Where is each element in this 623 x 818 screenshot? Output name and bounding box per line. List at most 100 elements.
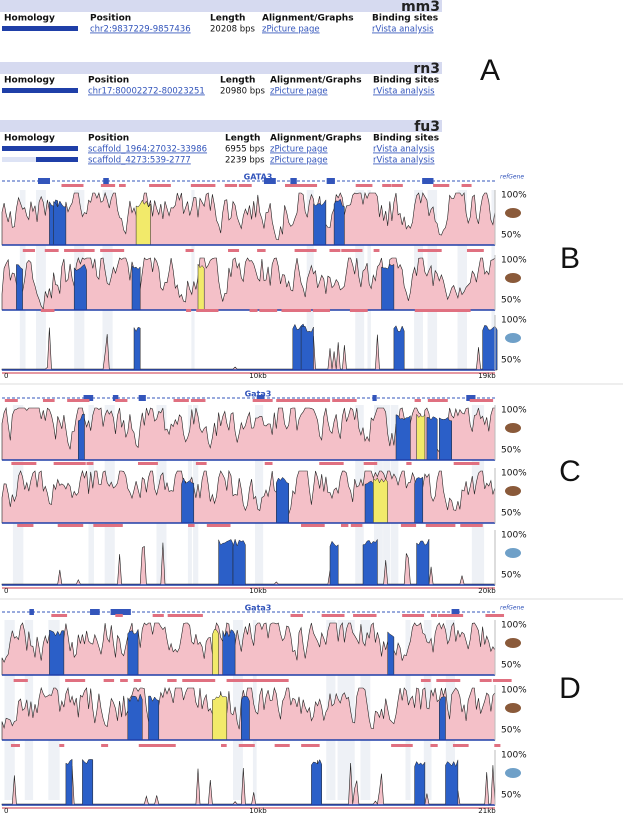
column-header: Homology <box>4 134 55 144</box>
exon-peak <box>212 693 228 741</box>
panel-label: D <box>559 672 581 705</box>
conserved-bar <box>341 249 363 252</box>
conserved-bar <box>167 679 177 682</box>
conserved-bar <box>173 399 189 402</box>
percent-label: 50% <box>501 231 521 241</box>
link[interactable]: zPicture page <box>262 25 320 35</box>
exon-peak <box>148 695 160 741</box>
conserved-bar <box>312 309 330 312</box>
conserved-bar <box>11 462 37 465</box>
exon-peak <box>131 265 141 311</box>
conserved-bar <box>281 309 305 312</box>
link[interactable]: chr17:80002272-80023251 <box>88 87 205 97</box>
conserved-bar <box>93 524 110 527</box>
conserved-bar <box>100 249 125 252</box>
conserved-bar <box>53 462 69 465</box>
conserved-bar <box>461 744 469 747</box>
conserved-bar <box>42 399 55 402</box>
exon-peak <box>181 477 195 524</box>
axis-label: 19kb <box>478 372 496 380</box>
link[interactable]: zPicture page <box>270 145 328 155</box>
stripe <box>191 190 195 370</box>
genome-bar <box>0 62 442 74</box>
link[interactable]: chr2:9837229-9857436 <box>90 25 191 35</box>
conserved-bar <box>454 679 461 682</box>
conserved-bar <box>417 614 424 617</box>
length: 2239 bps <box>225 156 265 166</box>
conserved-bar <box>365 614 374 617</box>
conserved-bar <box>72 249 80 252</box>
exon-peak <box>395 414 411 461</box>
exon <box>422 178 434 184</box>
column-header: Binding sites <box>372 14 438 24</box>
conserved-bar <box>59 744 65 747</box>
conserved-bar <box>436 679 455 682</box>
link[interactable]: rVista analysis <box>373 156 435 166</box>
conserved-bar <box>100 184 116 187</box>
exon-peak <box>393 325 405 371</box>
conserved-bar <box>492 679 512 682</box>
link[interactable]: zPicture page <box>270 87 328 97</box>
exon-peak <box>439 417 452 461</box>
conserved-bar <box>149 184 171 187</box>
conserved-bar <box>469 399 494 402</box>
panel-label: B <box>560 242 580 275</box>
length: 20980 bps <box>220 87 266 97</box>
exon-peak <box>135 199 151 246</box>
exon-peak <box>387 631 395 676</box>
exon-peak <box>49 629 65 676</box>
species-icon <box>505 208 521 218</box>
link[interactable]: rVista analysis <box>373 145 435 155</box>
stripe <box>367 190 371 370</box>
species-icon <box>505 273 521 283</box>
conserved-bar <box>119 184 126 187</box>
axis-label: 0 <box>4 807 8 815</box>
track-label: refGene <box>500 174 524 181</box>
link[interactable]: zPicture page <box>270 156 328 166</box>
conserved-bar <box>186 309 192 312</box>
conserved-bar <box>430 524 456 527</box>
conserved-bar <box>414 309 433 312</box>
link[interactable]: rVista analysis <box>372 25 434 35</box>
exon-peak <box>241 696 250 741</box>
length: 6955 bps <box>225 145 265 155</box>
link[interactable]: scaffold_4273:539-2777 <box>88 156 191 166</box>
exon-peak <box>127 693 143 741</box>
conserved-bar <box>264 679 289 682</box>
exon-peak <box>133 326 141 371</box>
column-header: Alignment/Graphs <box>270 134 362 144</box>
conserved-bar <box>332 399 350 402</box>
axis-label: 20kb <box>478 587 496 595</box>
exon-peak <box>276 477 289 524</box>
link[interactable]: rVista analysis <box>373 87 435 97</box>
column-header: Length <box>225 134 260 144</box>
column-header: Binding sites <box>373 76 439 86</box>
axis-label: 0 <box>4 372 8 380</box>
genome-name: rn3 <box>413 61 440 77</box>
conserved-bar <box>433 184 450 187</box>
conserved-bar <box>17 524 34 527</box>
conserved-bar <box>198 184 216 187</box>
homology-bar-part <box>36 157 78 162</box>
panel-label: C <box>559 455 581 488</box>
conserved-bar <box>238 744 255 747</box>
exon <box>451 609 460 615</box>
column-header: Binding sites <box>373 134 439 144</box>
conserved-bar <box>303 309 312 312</box>
conserved-bar <box>466 249 476 252</box>
conserved-bar <box>196 309 216 312</box>
conservation-profile <box>1 622 496 676</box>
conserved-bar <box>299 184 318 187</box>
conserved-bar <box>101 744 109 747</box>
conservation-profile <box>1 406 496 461</box>
column-header: Position <box>90 14 131 24</box>
exon-peak <box>222 629 236 676</box>
percent-label: 100% <box>501 751 527 761</box>
exon-peak <box>212 628 219 676</box>
link[interactable]: scaffold_1964:27032-33986 <box>88 145 207 155</box>
conserved-bar <box>290 614 304 617</box>
species-icon <box>505 333 521 343</box>
conserved-bar <box>237 679 257 682</box>
conserved-bar <box>430 744 438 747</box>
